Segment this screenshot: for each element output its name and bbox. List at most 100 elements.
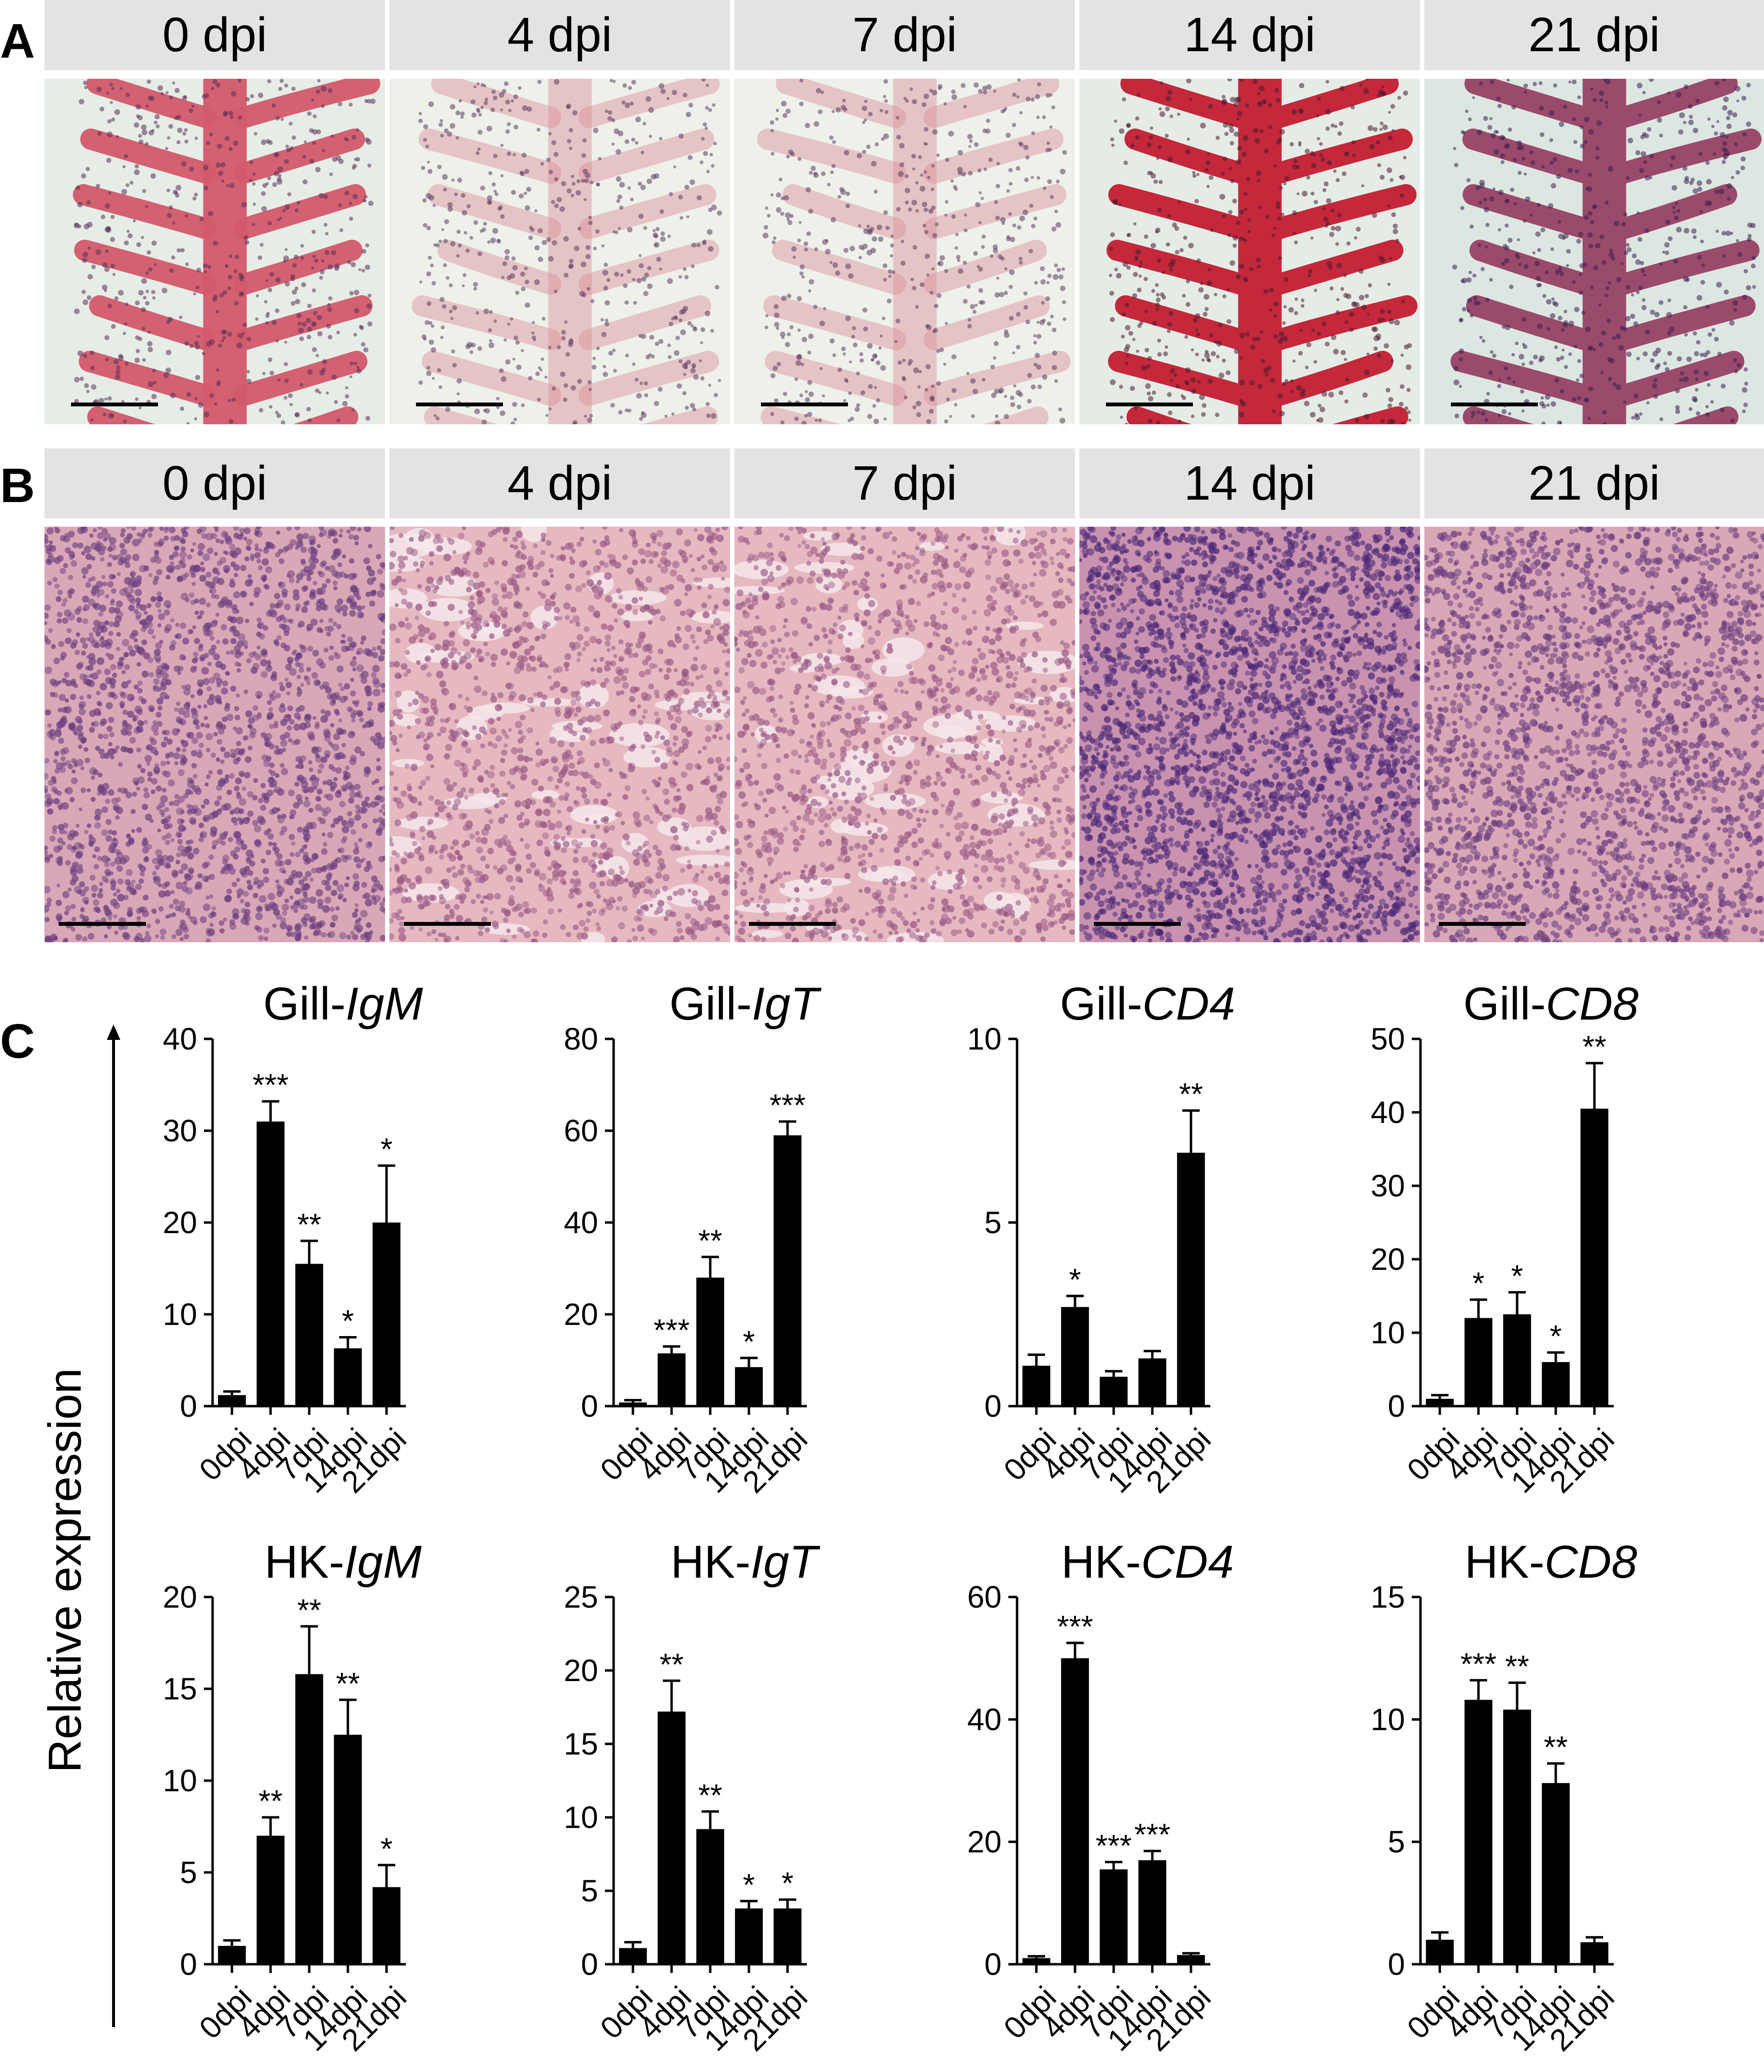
nucleus-dot [361,857,366,862]
nucleus-dot [1626,285,1631,290]
nucleus-dot [285,248,288,251]
nucleus-dot [1626,247,1632,252]
nucleus-dot [111,797,118,805]
nucleus-dot [1225,370,1231,375]
nucleus-dot [1268,288,1274,293]
nucleus-dot [1576,238,1581,244]
nucleus-dot [188,915,192,920]
nucleus-dot [327,302,331,307]
nucleus-dot [287,192,292,197]
nucleus-dot [330,692,338,700]
nucleus-dot [203,653,209,658]
nucleus-dot [274,592,281,600]
nucleus-dot [199,217,204,221]
nucleus-dot [1205,307,1209,311]
nucleus-dot [1559,421,1563,424]
nucleus-dot [808,333,814,339]
nucleus-dot [274,603,280,609]
nucleus-dot [137,115,143,120]
nucleus-dot [872,236,877,242]
nucleus-dot [1711,328,1716,332]
nucleus-dot [1547,327,1550,331]
nucleus-dot [1048,147,1052,152]
nucleus-dot [92,528,97,532]
nucleus-dot [265,139,271,144]
nucleus-dot [644,393,648,398]
nucleus-dot [1018,392,1023,397]
nucleus-dot [1627,138,1634,144]
nucleus-dot [264,546,268,550]
nucleus-dot [944,269,948,273]
nucleus-dot [136,708,143,715]
nucleus-dot [178,560,183,565]
nucleus-dot [211,752,216,758]
nucleus-dot [492,228,499,234]
nucleus-dot [213,672,221,680]
nucleus-dot [1166,329,1171,333]
nucleus-dot [84,383,89,388]
nucleus-dot [240,899,244,904]
nucleus-dot [66,628,72,633]
nucleus-dot [91,264,96,269]
nucleus-dot [1031,384,1036,389]
lamella-left [428,184,561,239]
nucleus-dot [301,560,306,566]
nucleus-dot [1643,160,1647,164]
nucleus-dot [506,151,512,156]
nucleus-dot [1372,327,1378,332]
nucleus-dot [314,723,320,729]
nucleus-dot [581,179,585,183]
nucleus-dot [294,413,299,417]
nucleus-dot [825,239,829,243]
nucleus-dot [1277,216,1282,221]
nucleus-dot [191,737,199,744]
nucleus-dot [174,87,180,93]
nucleus-dot [832,140,836,144]
nucleus-dot [245,545,251,551]
nucleus-dot [322,359,328,364]
nucleus-dot [1664,242,1670,248]
nucleus-dot [108,717,115,723]
nucleus-dot [219,539,225,545]
nucleus-dot [874,386,877,389]
nucleus-dot [951,214,956,219]
nucleus-dot [102,581,107,587]
nucleus-dot [560,371,566,377]
nucleus-dot [258,565,263,571]
nucleus-dot [213,653,220,661]
nucleus-dot [147,657,154,663]
nucleus-dot [313,114,317,118]
nucleus-dot [1344,358,1348,361]
lamella-left [72,184,216,239]
nucleus-dot [1581,311,1586,315]
nucleus-dot [249,160,254,164]
nucleus-dot [899,162,904,167]
nucleus-dot [1201,412,1206,417]
nucleus-dot [86,823,91,828]
nucleus-dot [215,758,220,763]
nucleus-dot [329,645,334,650]
lamella-right [1268,129,1413,184]
nucleus-dot [176,248,181,253]
nucleus-dot [451,349,455,354]
nucleus-dot [660,231,665,236]
nucleus-dot [114,616,122,623]
nucleus-dot [71,560,77,567]
nucleus-dot [1735,86,1741,92]
nucleus-dot [247,870,254,876]
nucleus-dot [109,843,116,850]
nucleus-dot [1201,358,1205,362]
nucleus-dot [176,852,182,858]
nucleus-dot [1245,103,1249,108]
lamella-left [79,351,216,406]
nucleus-dot [348,818,355,825]
nucleus-dot [912,286,917,291]
nucleus-dot [169,95,173,100]
nucleus-dot [1680,371,1684,375]
nucleus-dot [232,630,240,637]
nucleus-dot [87,246,91,250]
nucleus-dot [1548,203,1554,209]
nucleus-dot [604,677,610,684]
nucleus-dot [80,637,86,644]
nucleus-dot [320,86,327,92]
